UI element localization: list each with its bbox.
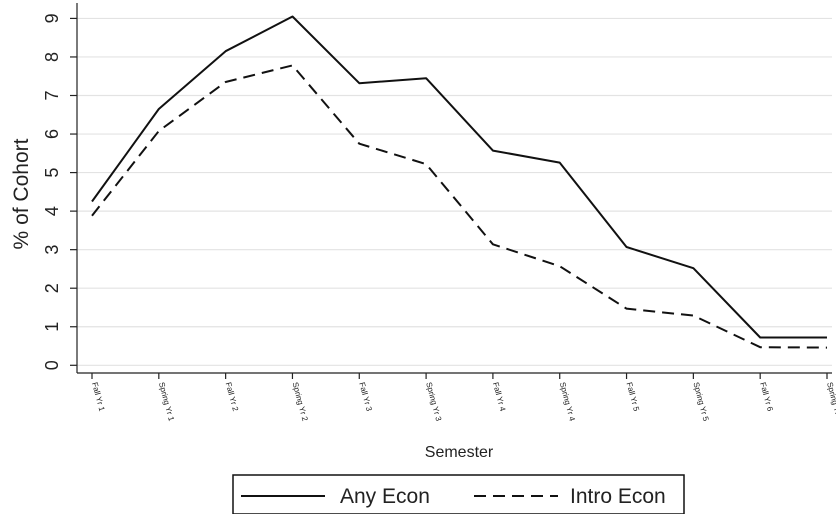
series-line-intro-econ (91, 64, 828, 349)
legend-label-intro-econ: Intro Econ (570, 485, 666, 508)
y-tick-label: 1 (42, 322, 62, 332)
x-tick-label: Fall Yr 2 (224, 381, 241, 412)
y-tick-label: 4 (42, 206, 62, 216)
x-tick-label: Fall Yr 3 (357, 381, 374, 412)
y-tick-label: 8 (42, 52, 62, 62)
x-tick-label: Spring Yr 6 (825, 381, 836, 422)
axes (70, 3, 832, 379)
series-line-any-econ (91, 15, 827, 339)
y-tick-label: 7 (42, 90, 62, 100)
y-tick-label: 3 (42, 245, 62, 255)
legend: Any Econ Intro Econ (232, 474, 685, 514)
x-tick-label: Spring Yr 1 (157, 381, 176, 422)
x-tick-label: Fall Yr 6 (758, 381, 775, 412)
gridlines (77, 17, 832, 366)
x-tick-label: Spring Yr 4 (558, 381, 577, 422)
y-tick-label: 2 (42, 283, 62, 293)
y-tick-label: 5 (42, 168, 62, 178)
x-tick-label: Spring Yr 2 (291, 381, 310, 422)
y-tick-label: 0 (42, 360, 62, 370)
y-axis-title: % of Cohort (10, 138, 33, 249)
y-tick-label: 6 (42, 129, 62, 139)
legend-label-any-econ: Any Econ (340, 485, 430, 508)
x-tick-label: Fall Yr 1 (90, 381, 107, 412)
x-tick-label: Spring Yr 5 (691, 381, 710, 422)
x-axis-title: Semester (425, 444, 494, 461)
series-lines (91, 15, 828, 349)
tick-labels: 0 1 2 3 4 5 6 7 8 9 Fall Yr 1 Spring Yr 1 Fall Yr 2 S… (42, 13, 836, 422)
legend-box (232, 474, 685, 514)
y-tick-label: 9 (42, 13, 62, 23)
x-tick-label: Fall Yr 5 (625, 381, 642, 412)
x-tick-label: Spring Yr 3 (424, 381, 443, 422)
x-tick-label: Fall Yr 4 (491, 381, 508, 412)
